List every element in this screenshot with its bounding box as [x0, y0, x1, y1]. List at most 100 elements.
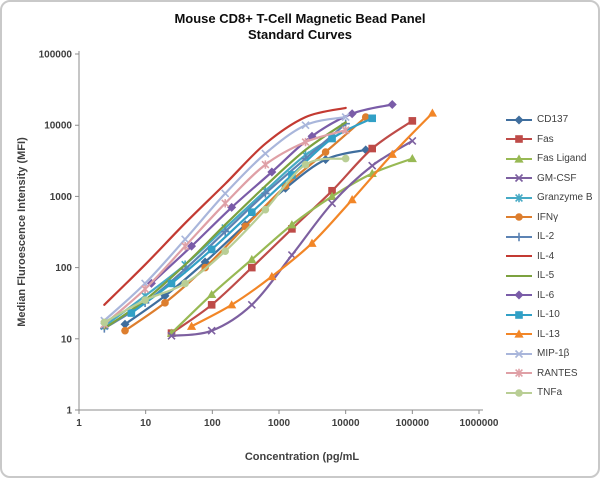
marker-x — [167, 331, 176, 340]
legend-swatch — [506, 213, 532, 222]
y-tick-label: 10 — [61, 334, 73, 345]
marker-triangle — [227, 300, 237, 309]
marker-triangle — [186, 321, 197, 330]
legend-item-IL-6: IL-6 — [505, 286, 593, 306]
marker-square — [207, 245, 216, 254]
legend-swatch — [506, 329, 532, 338]
legend-swatch — [506, 174, 532, 183]
marker-circle — [261, 205, 270, 214]
marker-circle — [221, 247, 230, 255]
legend-item-IFNγ: IFNγ — [505, 208, 593, 228]
marker-square — [368, 144, 376, 153]
marker-triangle — [347, 195, 357, 204]
marker-circle — [121, 326, 129, 335]
marker-triangle — [407, 153, 417, 163]
marker-triangle — [427, 108, 438, 117]
legend-item-Fas Ligand: Fas Ligand — [505, 149, 593, 169]
marker-circle — [321, 148, 330, 156]
marker-x — [221, 189, 230, 198]
series-RANTES — [100, 126, 350, 329]
legend-item-IL-2: IL-2 — [505, 227, 593, 247]
marker-square — [368, 114, 376, 123]
legend-item-CD137: CD137 — [505, 110, 593, 130]
legend-swatch — [506, 349, 532, 358]
legend-swatch — [506, 193, 532, 202]
y-tick-label: 1 — [66, 406, 72, 417]
legend-item-TNFa: TNFa — [505, 383, 593, 403]
marker-circle — [141, 296, 149, 304]
legend-label: GM-CSF — [537, 172, 577, 184]
legend-item-Granzyme B: Granzyme B — [505, 188, 593, 208]
y-tick-label: 100 — [55, 263, 72, 274]
marker-diamond — [227, 202, 237, 212]
curve-line — [103, 106, 347, 306]
marker-square — [515, 310, 523, 319]
legend-label: IL-2 — [537, 231, 555, 243]
marker-diamond — [387, 100, 397, 110]
legend-label: IL-13 — [537, 328, 560, 340]
series-TNFa — [100, 154, 350, 327]
marker-triangle — [207, 289, 217, 299]
series-IL-4 — [103, 106, 347, 306]
marker-diamond — [187, 241, 197, 251]
y-tick-label: 1000 — [50, 192, 73, 203]
marker-diamond — [514, 290, 524, 300]
marker-triangle — [267, 271, 277, 281]
x-tick-label: 100000 — [396, 418, 430, 429]
legend-swatch — [506, 232, 532, 241]
marker-circle — [181, 279, 189, 288]
legend-label: MIP-1β — [537, 348, 570, 360]
marker-x — [368, 161, 377, 170]
legend-label: Granzyme B — [537, 192, 593, 204]
legend-label: IL-5 — [537, 270, 555, 282]
legend-item-RANTES: RANTES — [505, 364, 593, 384]
legend-swatch — [506, 115, 532, 125]
marker-x — [341, 113, 350, 122]
legend-swatch — [506, 369, 532, 378]
marker-square — [515, 135, 523, 144]
marker-circle — [361, 113, 370, 121]
marker-diamond — [347, 109, 357, 119]
marker-x — [514, 349, 524, 358]
marker-plus — [514, 232, 524, 241]
y-axis-title: Median Fluroescence Intensity (MFI) — [16, 137, 28, 327]
marker-triangle — [327, 191, 337, 200]
chart-title-line2: Standard Curves — [247, 27, 353, 42]
marker-x — [514, 174, 524, 183]
legend-swatch — [506, 310, 532, 319]
legend-swatch — [506, 255, 532, 258]
marker-square — [127, 309, 136, 317]
legend-label: IL-10 — [537, 309, 560, 321]
legend-label: CD137 — [537, 114, 569, 126]
legend-item-IL-4: IL-4 — [505, 247, 593, 267]
marker-circle — [515, 388, 523, 397]
marker-triangle — [287, 220, 297, 229]
legend-swatch — [506, 388, 532, 397]
series-IL-10 — [127, 114, 376, 317]
legend-label: IFNγ — [537, 211, 559, 223]
marker-asterisk — [341, 126, 350, 135]
y-tick-label: 10000 — [44, 121, 72, 132]
marker-square — [288, 171, 296, 179]
marker-asterisk — [515, 193, 523, 202]
marker-square — [408, 117, 417, 125]
marker-square — [328, 186, 336, 195]
x-axis-title: Concentration (pg/mL — [244, 451, 360, 463]
legend-label: IL-6 — [537, 289, 555, 301]
chart-title-line1: Mouse CD8+ T-Cell Magnetic Bead Panel — [174, 11, 426, 26]
legend-label: RANTES — [537, 367, 578, 379]
legend-label: TNFa — [537, 387, 562, 399]
marker-asterisk — [141, 284, 150, 294]
marker-circle — [161, 299, 169, 307]
marker-x — [261, 149, 270, 158]
marker-triangle — [247, 254, 257, 264]
x-tick-label: 1000 — [268, 418, 291, 429]
legend-swatch — [506, 274, 532, 277]
curve-line — [123, 148, 367, 326]
marker-square — [167, 279, 176, 288]
marker-triangle — [307, 238, 317, 247]
marker-square — [248, 208, 256, 216]
marker-circle — [301, 160, 310, 169]
marker-square — [328, 134, 336, 143]
marker-diamond — [120, 319, 130, 329]
